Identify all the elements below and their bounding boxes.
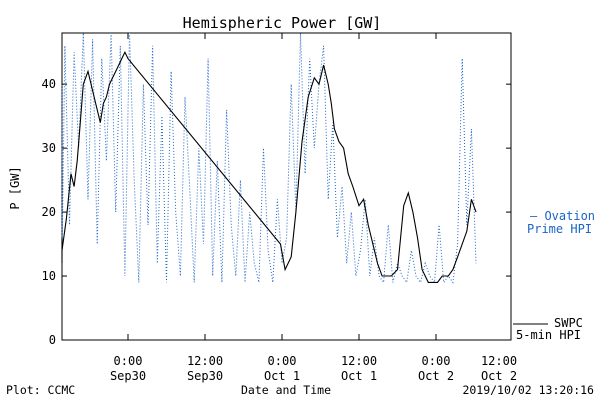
- x-tick-label-date: Sep30: [187, 369, 223, 383]
- y-tick-label: 30: [42, 141, 56, 155]
- x-tick-label-time: 12:00: [481, 354, 517, 368]
- y-tick-label: 20: [42, 205, 56, 219]
- x-tick-label-time: 12:00: [187, 354, 223, 368]
- legend-swpc-line2: 5-min HPI: [516, 328, 581, 342]
- x-tick-label-date: Sep30: [110, 369, 146, 383]
- x-tick-label-time: 0:00: [114, 354, 143, 368]
- x-tick-label-time: 0:00: [422, 354, 451, 368]
- legend-ovation-line2: Prime HPI: [527, 222, 592, 236]
- y-axis: 0 10 20 30 40: [42, 77, 511, 347]
- footer-credit: Plot: CCMC: [6, 383, 75, 397]
- legend-ovation-line1: — Ovation: [530, 209, 595, 223]
- series-ovation-prime-hpi: [61, 32, 477, 284]
- series-swpc-hpi: [61, 50, 477, 283]
- legend-swpc-line1: SWPC: [554, 316, 583, 330]
- x-tick-label-date: Oct 2: [481, 369, 517, 383]
- plot-frame: [61, 32, 512, 341]
- x-tick-label-date: Oct 1: [341, 369, 377, 383]
- x-tick-label-date: Oct 1: [264, 369, 300, 383]
- y-axis-label: P [GW]: [8, 166, 22, 209]
- x-tick-label-time: 0:00: [268, 354, 297, 368]
- series-layer: [61, 32, 477, 284]
- y-tick-label: 10: [42, 269, 56, 283]
- y-tick-label: 40: [42, 77, 56, 91]
- x-tick-label-date: Oct 2: [418, 369, 454, 383]
- footer-timestamp: 2019/10/02 13:20:16: [462, 383, 594, 397]
- x-tick-label-time: 12:00: [341, 354, 377, 368]
- chart-title: Hemispheric Power [GW]: [183, 14, 382, 32]
- y-tick-label: 0: [49, 333, 56, 347]
- x-axis-label: Date and Time: [241, 383, 331, 397]
